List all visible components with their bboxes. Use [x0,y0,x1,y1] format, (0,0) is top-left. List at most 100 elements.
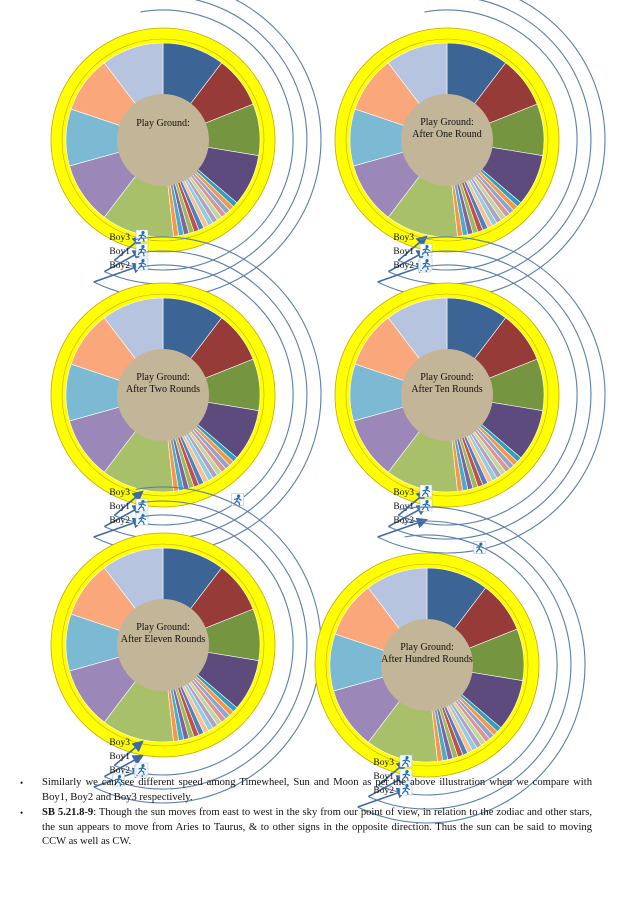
runner-icon [135,498,149,512]
bullet-icon: • [20,808,24,818]
runner-head [141,231,145,235]
orbit-arc [357,506,586,824]
boy-arrow [388,249,428,273]
boy-label: Boy3 [393,488,414,498]
runner-icon [399,754,413,768]
runner-head [425,245,429,249]
track-inner-edge [61,38,265,242]
runner-icon [419,257,433,271]
runner-head [479,542,483,546]
orbit-arc [388,0,592,285]
boy-arrow [104,249,144,273]
playground-panel: Play Ground:After Ten Rounds Boy3 Boy1 Boy2 [334,236,606,554]
runner-body [421,488,431,498]
runner-body [137,247,147,257]
orbit-arc [378,534,558,796]
boy-arrow [93,517,145,538]
runner-body [114,777,123,787]
note-item: • Similarly we can see different speed a… [20,776,592,805]
track-inner-edge [61,543,265,747]
runner-head [237,494,241,498]
orbit-arc [114,9,294,271]
hub-subtitle: After Eleven Rounds [121,634,206,645]
hub-subtitle: After Hundred Rounds [381,654,473,665]
runner-icon [399,782,413,796]
track-inner-edge [61,293,265,497]
orbit-arc [398,264,578,526]
boy-label: Boy1 [109,502,130,512]
runner-head [141,245,145,249]
runner-body [401,772,411,782]
runner-body [137,233,147,243]
boy-label: Boy1 [393,247,414,257]
note-text: Similarly we can see different speed amo… [42,777,592,803]
hub-subtitle: After One Round [412,129,481,140]
orbit-arc [114,264,294,526]
hub-title: Play Ground: [136,118,190,129]
boy-label: Boy3 [109,233,130,243]
note-item: • SB 5.21.8-9: Though the sun moves from… [20,806,592,850]
playground-panel: Play Ground: Boy3 Boy1 Boy2 [50,0,322,299]
playground-panel: Play Ground:After Eleven Rounds Boy3 Boy1 B… [50,486,322,804]
hub-title: Play Ground: [420,117,474,128]
orbit-arc [114,514,294,776]
orbit-arc [388,250,592,540]
runner-head [425,486,429,490]
boy-label: Boy2 [109,516,130,526]
runner-body [137,766,147,776]
runner-head [405,770,409,774]
playground-panel: Play Ground:After Two Rounds Boy3 Boy1 Boy2 [50,236,322,554]
runner-body [421,247,431,257]
hub-title: Play Ground: [400,642,454,653]
orbit-arc [368,520,572,810]
playground-hub [117,599,209,691]
runner-head [141,259,145,263]
playground-hub [401,94,493,186]
boy-arrow [357,787,409,808]
runner-body [401,758,411,768]
track-inner-edge [345,38,549,242]
runner-head [141,764,145,768]
boy-arrow [93,262,145,283]
playground-hub [117,94,209,186]
boy-label: Boy1 [393,502,414,512]
orbit-arc [398,9,578,271]
playground-panel: Play Ground:After Hundred Rounds Boy3 Boy1… [314,506,586,824]
orbit-arc [104,0,308,285]
track-inner-edge [325,563,529,767]
playground-panel: Play Ground:After One Round Boy3 Boy1 Boy2 [334,0,606,299]
playground-hub [401,349,493,441]
boy-arrow [113,490,144,517]
playground-hub [381,619,473,711]
boy-arrow [397,235,428,262]
boy-arrow [113,740,144,767]
runner-icon [135,257,149,271]
boy-arrow [377,517,429,538]
boy-label: Boy3 [373,758,394,768]
boy-label: Boy2 [393,261,414,271]
hub-subtitle: After Two Rounds [126,384,200,395]
orbit-arc [104,500,308,790]
boy-arrow [104,754,144,778]
boy-label: Boy1 [109,752,130,762]
runner-icon [231,493,244,506]
note-reference: SB 5.21.8-9 [42,807,94,818]
boy-arrow [377,262,429,283]
runner-body [137,516,147,526]
runner-icon [135,762,149,776]
runner-icon [419,243,433,257]
runner-body [475,545,484,554]
playground-hub [117,349,209,441]
boy-label: Boy2 [109,766,130,776]
boy-arrow [368,774,408,798]
runner-icon [419,484,433,498]
hub-title: Play Ground: [420,372,474,383]
runner-head [425,259,429,263]
runner-icon [135,229,149,243]
boy-label: Boy2 [373,786,394,796]
boy-label: Boy2 [109,261,130,271]
boy-label: Boy1 [109,247,130,257]
runner-icon [112,773,125,787]
hub-title: Play Ground: [136,372,190,383]
